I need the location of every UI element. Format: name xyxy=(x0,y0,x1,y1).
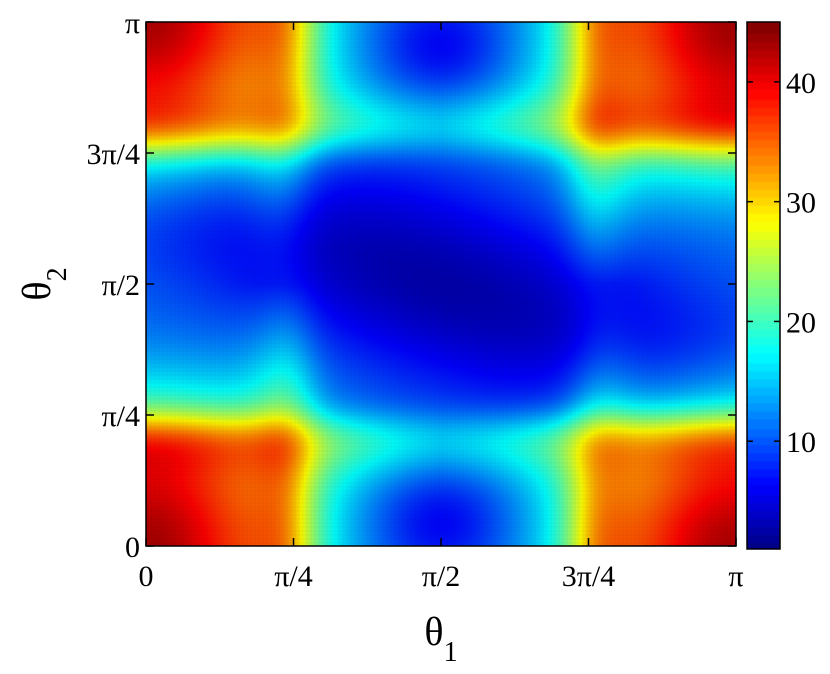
x-tick-label: 0 xyxy=(139,560,154,593)
y-tick-label: π xyxy=(125,7,140,40)
y-tick-label: 0 xyxy=(125,531,140,564)
y-tick-label: π/2 xyxy=(102,269,140,302)
y-tick-label: π/4 xyxy=(102,400,140,433)
colorbar-frame xyxy=(746,21,781,550)
colorbar-tick-label: 30 xyxy=(786,187,816,220)
colorbar-tick-label: 10 xyxy=(786,426,816,459)
heatmap-plot xyxy=(146,22,736,546)
x-tick-label: π/4 xyxy=(274,560,312,593)
y-tick-label: 3π/4 xyxy=(87,138,140,171)
x-axis-label: θ1 xyxy=(424,609,457,668)
x-tick-label: 3π/4 xyxy=(562,560,615,593)
axis-labels: θ1 θ2 xyxy=(14,267,458,668)
colorbar-tick-label: 20 xyxy=(786,306,816,339)
colorbar xyxy=(747,22,780,549)
x-tick-label: π xyxy=(728,560,743,593)
colorbar-tick-label: 40 xyxy=(786,67,816,100)
y-axis-label: θ2 xyxy=(14,267,73,300)
plot-frame xyxy=(145,21,737,547)
x-tick-label: π/2 xyxy=(422,560,460,593)
axis-ticks: 0 π/4 π/2 3π/4 π 0 π/4 π/2 3π/4 π 10 20 30 40 xyxy=(87,7,816,593)
